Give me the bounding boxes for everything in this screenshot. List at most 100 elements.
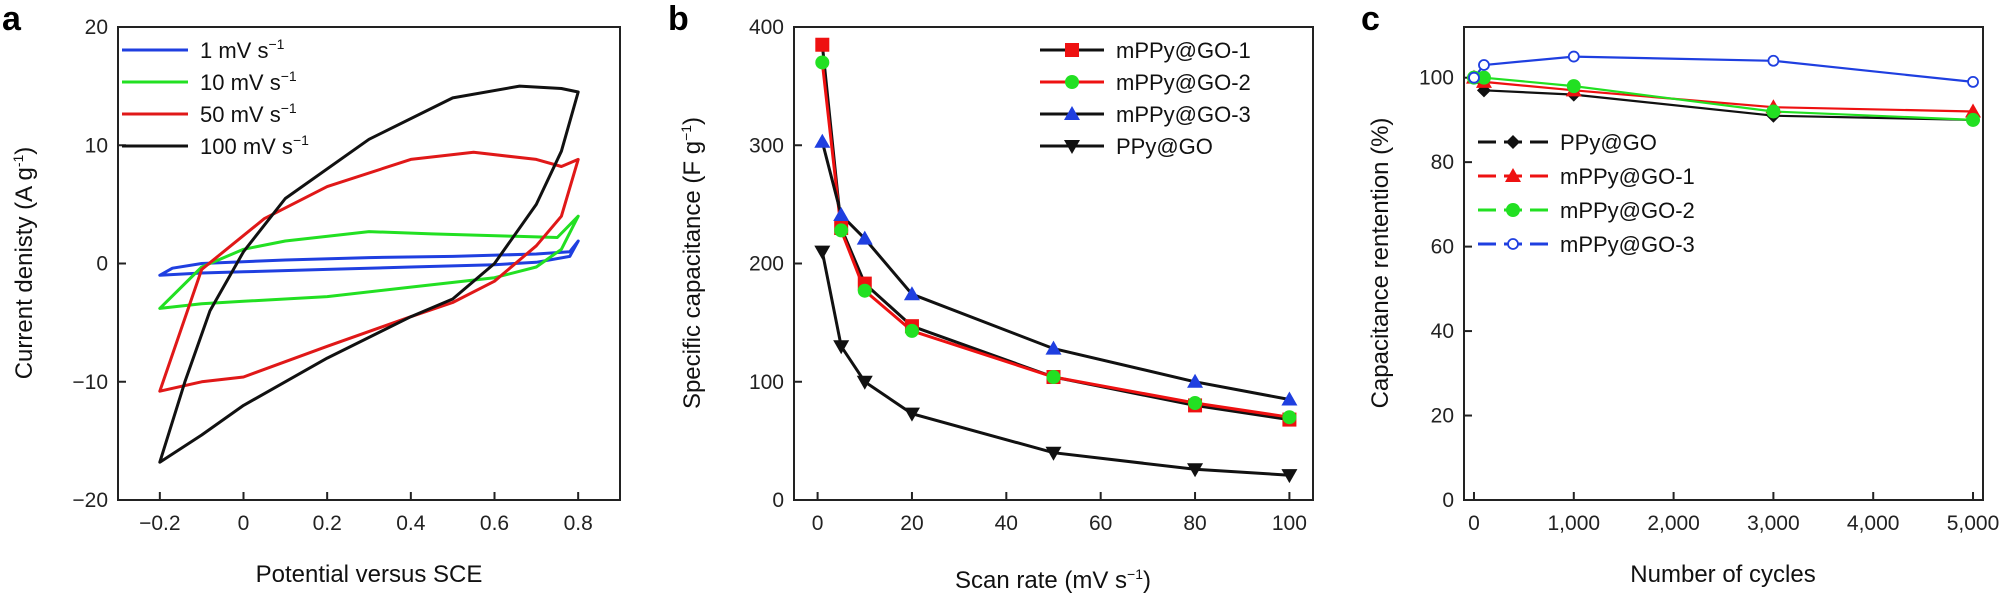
panel-a-ytick-label: −10	[72, 371, 108, 394]
panel-b-data-point	[814, 133, 831, 148]
panel-b-data-point	[1187, 463, 1204, 478]
panel-c-legend-marker	[1505, 168, 1521, 182]
panel-c-ytick-label: 60	[1431, 236, 1454, 259]
panel-b-legend-marker	[1065, 43, 1079, 57]
panel-b-data-point	[814, 245, 831, 260]
panel-b-legend-label: mPPy@GO-3	[1116, 102, 1251, 127]
panel-b-legend-marker	[1064, 140, 1080, 154]
panel-b-ytick-label: 400	[749, 16, 784, 39]
panel-b-data-point	[1281, 391, 1298, 406]
panel-c-ytick-label: 20	[1431, 405, 1454, 428]
panel-c-xtick-label: 2,000	[1647, 512, 1700, 535]
panel-a-legend-label: 100 mV s−1	[200, 132, 309, 159]
panel-b-data-point	[815, 55, 830, 70]
panel-c-legend-label: PPy@GO	[1560, 130, 1657, 155]
panel-c-legend-marker	[1506, 203, 1520, 217]
panel-a-xlabel: Potential versus SCE	[256, 561, 483, 588]
panel-c-ytick-label: 40	[1431, 320, 1454, 343]
panel-c-legend-marker	[1507, 238, 1519, 250]
panel-b-legend-label: mPPy@GO-2	[1116, 70, 1251, 95]
panel-c-data-point	[1566, 79, 1581, 94]
panel-a-cv-curve	[158, 150, 580, 393]
panel-b-data-point	[903, 286, 920, 301]
panel-b-data-point	[904, 323, 919, 338]
panel-a-xtick-label: 0.8	[564, 512, 593, 535]
panel-a-xtick-label: −0.2	[139, 512, 180, 535]
panel-a-ytick-label: 0	[96, 253, 108, 276]
panel-b-series-line	[820, 141, 1290, 401]
panel-b-data-point	[1188, 396, 1203, 411]
panel-c-data-point	[1476, 70, 1491, 85]
panel-a-legend-label: 1 mV s−1	[200, 36, 285, 63]
panel-b-data-point	[834, 223, 849, 238]
panel-b-series-line	[820, 251, 1290, 477]
panel-c-series-line	[1473, 55, 1974, 83]
panel-b-legend: mPPy@GO-1 mPPy@GO-2 mPPy@GO-3 PPy@GO	[1040, 38, 1251, 159]
panel-a-legend: 1 mV s−1 10 mV s−1 50 mV s−1 100 mV s−1	[122, 36, 309, 159]
panel-c-data-point	[1766, 104, 1781, 119]
panel-c-xtick-label: 5,000	[1947, 512, 2000, 535]
panel-a-legend-label: 10 mV s−1	[200, 68, 297, 95]
panel-c-legend-marker	[1506, 135, 1520, 149]
panel-c-xtick-label: 0	[1468, 512, 1480, 535]
panel-b-ytick-label: 0	[772, 489, 784, 512]
panel-b-ytick-label: 300	[749, 134, 784, 157]
panel-b-data-point	[1045, 340, 1062, 355]
panel-b-data-point	[1045, 446, 1062, 461]
panel-a-legend-label: 50 mV s−1	[200, 100, 297, 127]
panel-b-data-point	[815, 37, 830, 52]
panel-b-legend-label: PPy@GO	[1116, 134, 1213, 159]
panel-c-xtick-label: 3,000	[1747, 512, 1800, 535]
panel-b-xtick-label: 100	[1272, 512, 1307, 535]
panel-a-ylabel: Current denisty (A g-1)	[10, 147, 38, 380]
panel-c-data-point	[1478, 59, 1490, 71]
panel-b-letter: b	[668, 0, 689, 38]
panel-b-data-point	[857, 283, 872, 298]
panel-c-legend-label: mPPy@GO-2	[1560, 198, 1695, 223]
panel-c-xlabel: Number of cycles	[1630, 561, 1815, 588]
panel-c-frame	[1463, 26, 1984, 501]
panel-a-xtick-label: 0.4	[396, 512, 426, 535]
panel-c-chart: 0 1,000 2,000 3,000 4,000 5,000 0 20 40 60 80 100 P…	[1367, 26, 2000, 588]
panel-a-chart: −0.2 0 0.2 0.4 0.6 0.8 −20 −10 0 10 20 1 mV s−1 10 …	[10, 16, 621, 588]
panel-b-series-line	[820, 44, 1290, 422]
panel-c-letter: c	[1361, 0, 1380, 38]
panel-c-xtick-label: 4,000	[1847, 512, 1900, 535]
panel-a-ytick-label: −20	[72, 489, 108, 512]
panel-b-legend-marker	[1064, 106, 1080, 120]
panel-b-xtick-label: 40	[995, 512, 1018, 535]
panel-a-xtick-label: 0	[238, 512, 250, 535]
panel-c-series-line	[1474, 76, 1974, 121]
panel-c-data-point	[1767, 54, 1780, 67]
panel-c-xtick-label: 1,000	[1548, 512, 1601, 535]
panel-b-legend-label: mPPy@GO-1	[1116, 38, 1251, 63]
panel-c-data-point	[1967, 76, 1979, 88]
panel-c-data-point	[1966, 112, 1981, 127]
panel-b-legend-marker	[1065, 75, 1079, 89]
panel-b-xlabel: Scan rate (mV s−1)	[955, 566, 1151, 594]
panel-b-xtick-label: 60	[1089, 512, 1112, 535]
panel-b-data-point	[1281, 469, 1298, 484]
panel-b-data-point	[833, 207, 850, 222]
panel-a-ytick-label: 20	[85, 16, 108, 39]
panel-a-xtick-label: 0.2	[313, 512, 342, 535]
panel-a-ytick-label: 10	[85, 134, 108, 157]
panel-b-data-point	[1046, 370, 1061, 385]
panel-c-ylabel: Capacitance rentention (%)	[1367, 118, 1394, 409]
panel-a-cv-curve	[158, 239, 580, 277]
panel-b-data-point	[1282, 410, 1297, 425]
panel-a-letter: a	[2, 0, 22, 38]
panel-c-legend-label: mPPy@GO-1	[1560, 164, 1695, 189]
panel-c-legend: PPy@GO mPPy@GO-1 mPPy@GO-2 mPPy@GO-3	[1478, 130, 1695, 257]
panel-c-ytick-label: 100	[1419, 67, 1454, 90]
panel-a-xtick-label: 0.6	[480, 512, 509, 535]
panel-b-frame	[793, 26, 1314, 501]
panel-b-ylabel: Specific capacitance (F g−1)	[678, 117, 706, 409]
panel-b-data-point	[856, 375, 873, 390]
panel-b-data-point	[833, 340, 850, 355]
panel-c-legend-label: mPPy@GO-3	[1560, 232, 1695, 257]
panel-a-cv-curve	[158, 84, 580, 464]
panel-b-ytick-label: 200	[749, 253, 784, 276]
panel-c-data-point	[1567, 50, 1580, 63]
